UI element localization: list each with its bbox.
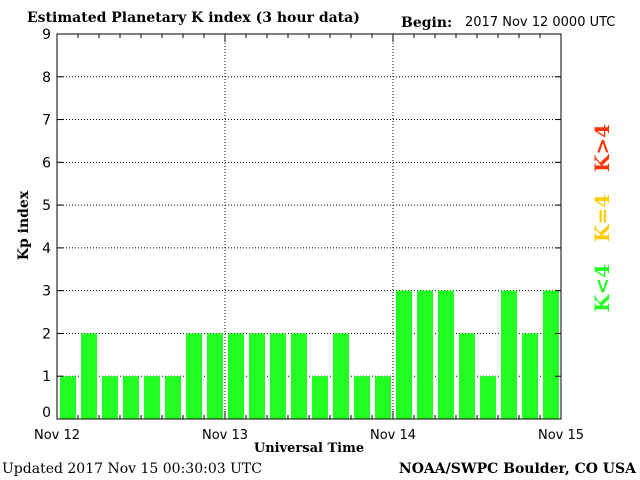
kp-bar xyxy=(417,290,433,419)
kp-bar xyxy=(249,333,265,419)
chart-title: Estimated Planetary K index (3 hour data… xyxy=(27,10,360,26)
y-tick-label: 4 xyxy=(42,241,51,257)
y-tick-label: 7 xyxy=(42,113,51,129)
kp-bar xyxy=(123,376,139,419)
kp-bar xyxy=(354,376,370,419)
kp-bar xyxy=(375,376,391,419)
kp-bar xyxy=(102,376,118,419)
y-tick-label: 3 xyxy=(42,284,51,300)
x-tick-label: Nov 15 xyxy=(538,428,584,443)
kp-bar xyxy=(81,333,97,419)
x-tick-label: Nov 12 xyxy=(34,428,80,443)
kp-bar xyxy=(207,333,223,419)
y-tick-label: 9 xyxy=(42,27,51,43)
kp-bar xyxy=(291,333,307,419)
kp-bar xyxy=(459,333,475,419)
plot-frame xyxy=(56,33,562,420)
kp-bar xyxy=(186,333,202,419)
y-tick-label: 0 xyxy=(42,405,51,421)
legend-k-equal-4: K=4 xyxy=(590,193,614,242)
kp-bar xyxy=(165,376,181,419)
x-tick-label: Nov 13 xyxy=(202,428,248,443)
kp-bar xyxy=(543,290,559,419)
x-tick-label: Nov 14 xyxy=(370,428,416,443)
y-tick-label: 1 xyxy=(42,369,51,385)
y-tick-label: 8 xyxy=(42,70,51,86)
kp-bar xyxy=(144,376,160,419)
begin-value: 2017 Nov 12 0000 UTC xyxy=(465,15,616,30)
kp-bar xyxy=(333,333,349,419)
begin-label: Begin: xyxy=(401,15,453,31)
kp-bar xyxy=(228,333,244,419)
y-axis-label: Kp index xyxy=(16,190,32,260)
legend-k-greater-4: K>4 xyxy=(590,123,614,172)
kp-bar xyxy=(60,376,76,419)
legend-k-less-4: K<4 xyxy=(590,263,614,312)
y-tick-label: 5 xyxy=(42,198,51,214)
kp-bar xyxy=(522,333,538,419)
y-tick-label: 2 xyxy=(42,326,51,342)
x-axis-label: Universal Time xyxy=(254,441,364,456)
kp-bar xyxy=(270,333,286,419)
updated-timestamp: Updated 2017 Nov 15 00:30:03 UTC xyxy=(2,461,262,477)
kp-bar xyxy=(396,290,412,419)
credit-text: NOAA/SWPC Boulder, CO USA xyxy=(398,461,636,477)
kp-bar xyxy=(501,290,517,419)
kp-bar xyxy=(438,290,454,419)
kp-bar xyxy=(480,376,496,419)
kp-bar xyxy=(312,376,328,419)
y-tick-label: 6 xyxy=(42,155,51,171)
